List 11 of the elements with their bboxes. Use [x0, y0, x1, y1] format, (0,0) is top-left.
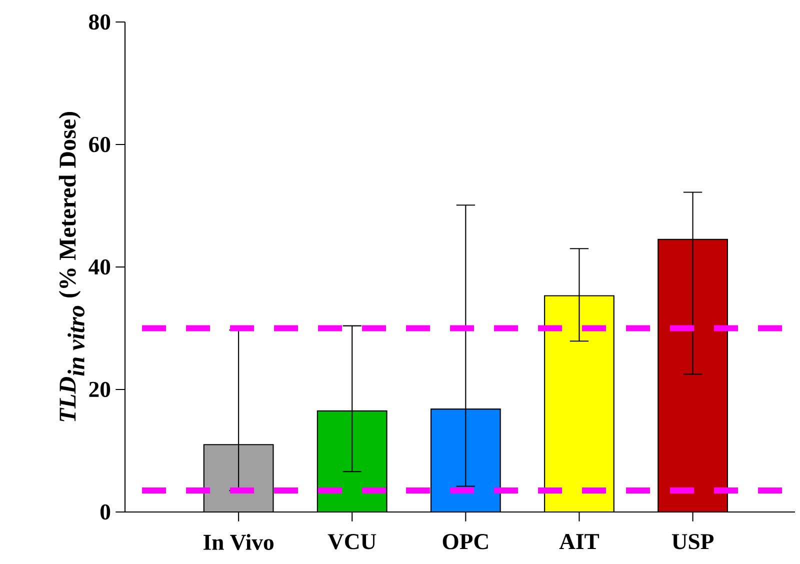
y-axis-title: $\textbf{\textit{TLD}}_{\textbf{\textit{in vitro}}}\ \textbf{(\% Metered Dose)}$	[58, 112, 84, 422]
x-tick-label: OPC	[442, 534, 488, 550]
x-tick-label: VCU	[328, 534, 376, 550]
y-tick-label: 40	[88, 259, 110, 275]
y-tick-label: 20	[89, 382, 110, 398]
y-tick-label: 80	[89, 14, 110, 30]
x-tick-label: USP	[672, 534, 714, 550]
y-tick-label: 60	[89, 136, 110, 152]
x-tick-label: AIT	[559, 534, 600, 549]
x-tick-label: In Vivo	[204, 534, 274, 550]
y-tick-label: 0	[100, 504, 110, 520]
